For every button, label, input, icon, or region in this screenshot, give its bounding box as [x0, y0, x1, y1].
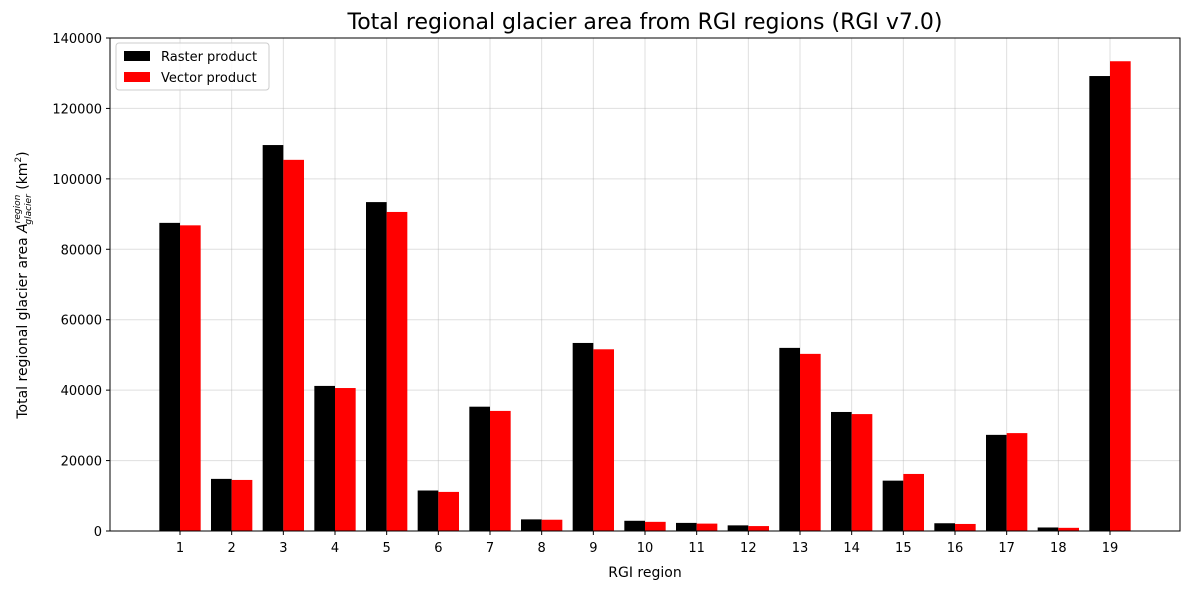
bar-raster-region-8 — [521, 519, 542, 531]
y-tick-label: 60000 — [61, 314, 102, 329]
bar-raster-region-7 — [469, 406, 490, 531]
x-tick-label: 18 — [1050, 541, 1067, 556]
bar-raster-region-13 — [779, 347, 800, 531]
bar-raster-region-6 — [417, 490, 439, 531]
x-tick-label: 10 — [637, 541, 654, 556]
y-axis-label-subscript: glacier — [24, 193, 34, 225]
bar-raster-region-18 — [1037, 527, 1059, 531]
y-axis-label-prefix: Total regional glacier area — [15, 233, 31, 420]
bar-raster-region-2 — [211, 478, 232, 531]
x-tick-label: 3 — [279, 541, 287, 556]
x-tick-label: 15 — [895, 541, 912, 556]
bar-vector-region-7 — [490, 410, 511, 531]
bar-vector-region-4 — [335, 388, 356, 531]
bar-raster-region-5 — [366, 202, 387, 531]
bar-raster-region-11 — [676, 522, 697, 531]
bar-vector-region-12 — [748, 526, 769, 531]
bar-raster-region-14 — [831, 411, 852, 531]
y-tick-label: 0 — [94, 525, 102, 540]
x-tick-label: 2 — [228, 541, 236, 556]
bar-vector-region-14 — [851, 414, 873, 531]
y-axis-label-symbol: A — [15, 223, 31, 234]
y-axis-label-units-power: 2 — [14, 157, 24, 163]
bar-vector-region-16 — [955, 523, 976, 531]
x-tick-label: 1 — [176, 541, 184, 556]
legend-swatch-vector — [124, 72, 150, 82]
bar-raster-region-9 — [572, 342, 594, 531]
y-tick-label: 40000 — [61, 384, 102, 399]
bar-raster-region-16 — [934, 523, 955, 531]
x-tick-label: 8 — [538, 541, 546, 556]
bar-raster-region-3 — [262, 145, 284, 531]
legend-swatch-raster — [124, 51, 150, 61]
y-axis-label-units-close: ) — [15, 151, 31, 156]
legend: Raster product Vector product — [115, 42, 270, 91]
bar-vector-region-2 — [231, 479, 253, 531]
x-axis: 1 2 3 4 5 6 7 8 9 10 11 12 13 14 15 16 17 18 19 — [176, 531, 1118, 556]
bar-vector-region-5 — [386, 211, 408, 532]
bar-raster-region-15 — [882, 480, 904, 531]
x-tick-label: 17 — [998, 541, 1015, 556]
x-tick-label: 9 — [589, 541, 597, 556]
bar-vector-region-13 — [800, 353, 821, 531]
y-tick-label: 140000 — [52, 32, 102, 47]
x-tick-label: 12 — [740, 541, 757, 556]
y-axis: 0 20000 40000 60000 80000 100000 120000 140000 — [52, 32, 110, 540]
chart-title: Total regional glacier area from RGI reg… — [347, 10, 943, 35]
x-axis-label: RGI region — [608, 565, 681, 581]
bar-raster-region-19 — [1089, 76, 1110, 531]
bar-vector-region-10 — [645, 521, 666, 531]
bar-raster-region-12 — [727, 525, 749, 531]
y-axis-label-units-open: (km — [15, 163, 31, 195]
x-tick-label: 16 — [947, 541, 964, 556]
bar-vector-region-11 — [696, 523, 718, 531]
bar-vector-region-9 — [593, 349, 614, 531]
bar-vector-region-19 — [1110, 61, 1131, 532]
x-tick-label: 6 — [434, 541, 442, 556]
y-axis-label-superscript: region — [13, 194, 23, 223]
bar-raster-region-1 — [159, 222, 180, 531]
y-axis-label: Total regional glacier area Aregionglaci… — [13, 151, 34, 419]
bar-vector-region-3 — [283, 159, 304, 531]
y-tick-label: 100000 — [52, 173, 102, 188]
x-tick-label: 19 — [1102, 541, 1119, 556]
bar-vector-region-8 — [541, 519, 563, 531]
bar-vector-region-15 — [903, 473, 924, 531]
y-tick-label: 120000 — [52, 102, 102, 117]
x-tick-label: 13 — [792, 541, 809, 556]
bars — [159, 61, 1131, 532]
legend-label-vector: Vector product — [161, 71, 257, 86]
y-tick-label: 20000 — [61, 455, 102, 470]
legend-box — [115, 42, 270, 91]
x-tick-label: 11 — [688, 541, 705, 556]
x-tick-label: 7 — [486, 541, 494, 556]
bar-vector-region-6 — [438, 491, 459, 531]
y-tick-label: 80000 — [61, 243, 102, 258]
bar-vector-region-17 — [1006, 433, 1028, 531]
x-tick-label: 14 — [843, 541, 860, 556]
legend-label-raster: Raster product — [161, 50, 257, 65]
x-tick-label: 5 — [383, 541, 391, 556]
bar-vector-region-18 — [1058, 527, 1079, 531]
bar-raster-region-17 — [986, 434, 1007, 531]
x-tick-label: 4 — [331, 541, 339, 556]
bar-vector-region-1 — [180, 225, 201, 531]
bar-raster-region-10 — [624, 520, 645, 531]
bar-raster-region-4 — [314, 385, 335, 531]
